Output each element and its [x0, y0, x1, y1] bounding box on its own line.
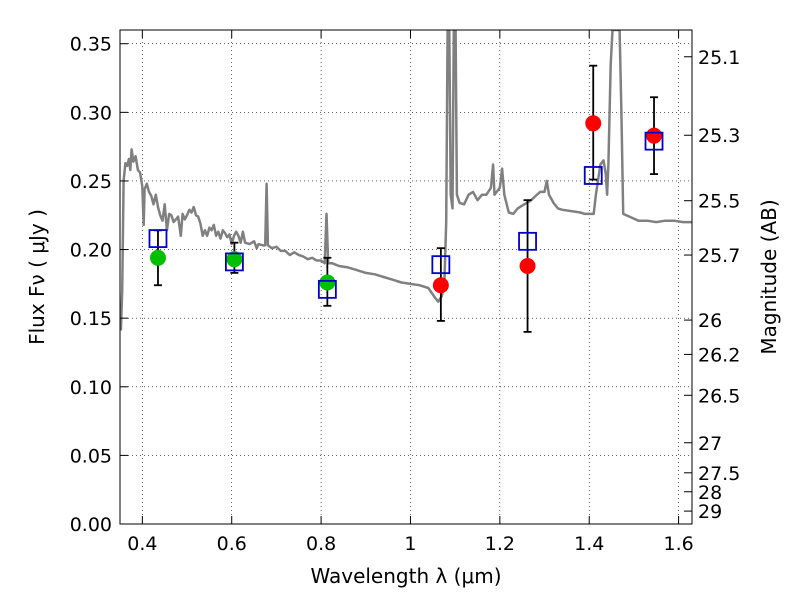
model-photometry-square	[518, 231, 537, 251]
model-photometry-square	[644, 131, 664, 151]
plot-background	[120, 30, 692, 524]
observed-points-layer	[149, 115, 663, 294]
y-tick-label: 0.25	[70, 171, 112, 193]
y-tick-label: 0.35	[70, 34, 112, 56]
y-tick-label: 0.15	[70, 308, 112, 330]
x-axis-label: Wavelength λ (μm)	[310, 564, 501, 588]
model-photometry-square	[148, 229, 168, 248]
model-photometry-square	[431, 255, 451, 275]
y-tick-label: 0.05	[70, 445, 112, 467]
y-axis-label: Flux Fν ( μJy )	[25, 209, 49, 345]
y2-tick-label: 25.7	[698, 245, 740, 267]
observed-point-red	[585, 115, 602, 132]
y-tick-label: 0.20	[70, 240, 112, 262]
y2-tick-label: 27.5	[698, 463, 740, 485]
observed-point-red	[432, 277, 449, 294]
plot-frame	[119, 29, 693, 525]
y2-tick-label: 28	[698, 482, 722, 504]
model-photometry-square	[317, 279, 337, 299]
x-tick-label: 1.4	[574, 533, 604, 555]
y2-tick-label: 25.3	[698, 125, 740, 147]
x-tick-label: 0.4	[127, 533, 157, 555]
x-tick-label: 0.8	[306, 533, 336, 555]
observed-point-green	[149, 249, 166, 266]
observed-point-green	[226, 251, 243, 268]
x-tick-label: 1.6	[663, 533, 693, 555]
y2-tick-label: 25.1	[698, 47, 740, 69]
y2-tick-label: 27	[698, 433, 722, 455]
observed-point-green	[319, 274, 336, 291]
y2-tick-label: 26.5	[698, 385, 740, 407]
y-tick-labels: 0.00 0.05 0.10 0.15 0.20 0.25 0.30 0.35	[70, 34, 112, 536]
y-tick-label: 0.10	[70, 377, 112, 399]
x-tick-label: 0.6	[217, 533, 247, 555]
x-tick-labels: 0.4 0.6 0.8 1 1.2 1.4 1.6	[127, 533, 693, 555]
y-tick-label: 0.30	[70, 102, 112, 124]
model-photometry-square	[583, 166, 603, 185]
x-tick-label: 1.2	[485, 533, 515, 555]
model-photometry-layer	[148, 131, 664, 299]
model-spectrum-layer	[120, 30, 692, 331]
y2-axis-label: Magnitude (AB)	[757, 199, 781, 354]
observed-point-red	[646, 127, 663, 144]
model-photometry-square	[224, 252, 244, 272]
y-tick-label: 0.00	[70, 514, 112, 536]
y2-tick-label: 26.2	[698, 344, 740, 366]
observed-point-red	[519, 258, 536, 275]
x-tick-label: 1	[404, 533, 416, 555]
model-spectrum-line	[120, 30, 692, 331]
y2-tick-label: 25.5	[698, 191, 740, 213]
y2-tick-label: 26	[698, 310, 722, 332]
axis-ticks	[120, 30, 692, 525]
y2-tick-label: 29	[698, 501, 722, 523]
